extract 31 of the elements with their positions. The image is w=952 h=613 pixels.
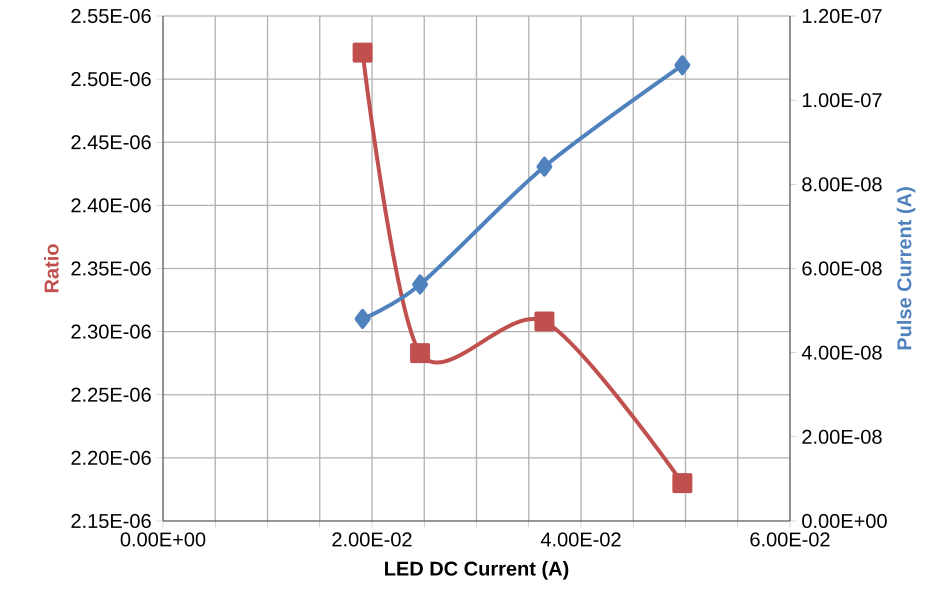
y2-tick-label: 8.00E-08 xyxy=(802,177,882,192)
point xyxy=(536,156,552,177)
point xyxy=(672,473,692,494)
y-tick-label: 2.55E-06 xyxy=(71,8,151,24)
y2-tick-label: 6.00E-08 xyxy=(802,261,882,276)
y-tick-label: 2.30E-06 xyxy=(71,324,151,339)
y-tick-label: 2.15E-06 xyxy=(71,514,151,528)
x-tick-label: 2.00E-02 xyxy=(332,532,412,547)
y-axis-title: Ratio xyxy=(44,244,59,292)
y-tick-label: 2.35E-06 xyxy=(71,261,151,276)
y2-tick-label: 1.20E-07 xyxy=(802,8,882,24)
point xyxy=(410,343,430,364)
point xyxy=(674,55,690,76)
y-tick-label: 2.20E-06 xyxy=(71,450,151,465)
y-tick-label: 2.45E-06 xyxy=(71,135,151,150)
y2-tick-label: 1.00E-07 xyxy=(802,93,882,108)
point xyxy=(412,274,428,294)
point xyxy=(534,312,554,332)
point xyxy=(354,308,371,329)
y2-tick-label: 4.00E-08 xyxy=(802,346,882,360)
x-tick-label: 6.00E-02 xyxy=(750,532,830,547)
x-axis-title: LED DC Current (A) xyxy=(385,561,568,580)
y-tick-label: 2.50E-06 xyxy=(71,72,151,86)
y-tick-label: 2.25E-06 xyxy=(71,388,151,402)
point xyxy=(352,42,373,63)
y-tick-label: 2.40E-06 xyxy=(71,198,151,212)
y2-tick-label: 2.00E-08 xyxy=(802,430,882,444)
y2-tick-label: 0.00E+00 xyxy=(802,514,887,528)
x-tick-label: 4.00E-02 xyxy=(540,532,621,547)
x-tick-label: 0.00E+00 xyxy=(120,532,206,547)
y2-axis-title: Pulse Current (A) xyxy=(896,187,916,350)
